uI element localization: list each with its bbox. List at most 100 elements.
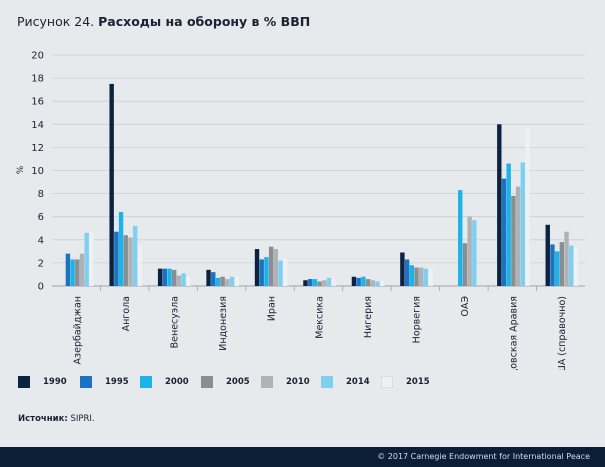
- bar: [506, 163, 511, 286]
- legend-swatch: [18, 376, 30, 388]
- bar: [550, 244, 555, 286]
- legend: 1990 1995 2000 2005 2010 2014 2015: [18, 376, 578, 392]
- legend-swatch: [140, 376, 152, 388]
- bar: [137, 245, 143, 286]
- bar: [264, 257, 269, 286]
- bar: [70, 259, 75, 286]
- bar: [118, 212, 124, 286]
- legend-label: 2010: [286, 377, 310, 387]
- bar: [278, 260, 283, 286]
- bar: [167, 268, 172, 286]
- bar: [128, 237, 133, 286]
- source-value: SIPRI.: [70, 414, 95, 424]
- source-note: Источник: SIPRI.: [18, 414, 95, 424]
- bar: [283, 258, 288, 286]
- bar: [206, 269, 211, 286]
- bar: [573, 247, 579, 286]
- legend-label: 1995: [105, 377, 129, 387]
- bar: [545, 224, 550, 286]
- category-label: Азербайджан: [72, 296, 83, 364]
- bar: [172, 269, 177, 286]
- legend-label: 1990: [43, 377, 67, 387]
- legend-swatch: [381, 376, 393, 388]
- bar: [414, 267, 419, 286]
- y-tick-label: 4: [38, 235, 44, 246]
- bar: [467, 216, 472, 286]
- y-tick-label: 20: [31, 51, 44, 62]
- category-label: Мексика: [315, 296, 326, 339]
- bar: [365, 279, 371, 286]
- title-prefix: Рисунок 24.: [17, 14, 95, 29]
- category-label: Индонезия: [218, 296, 229, 351]
- legend-swatch: [80, 376, 92, 388]
- bar: [234, 275, 239, 286]
- category-label: ОАЭ: [460, 296, 471, 317]
- bar: [375, 281, 380, 286]
- category-label: США (справочно): [557, 296, 568, 370]
- bar: [497, 124, 502, 286]
- bar: [220, 276, 225, 286]
- legend-swatch: [201, 376, 213, 388]
- bar: [520, 162, 525, 286]
- y-tick-label: 8: [38, 189, 44, 200]
- legend-swatch: [321, 376, 333, 388]
- bar: [559, 242, 565, 286]
- y-tick-label: 18: [31, 74, 44, 85]
- bar: [312, 279, 318, 286]
- category-label: Саудовская Аравия: [509, 296, 520, 370]
- bar: [186, 276, 191, 286]
- legend-item: 2005: [201, 376, 250, 388]
- y-tick-label: 16: [31, 97, 44, 108]
- legend-label: 2005: [226, 377, 250, 387]
- title-main: Расходы на оборону в % ВВП: [98, 14, 311, 29]
- y-tick-label: 6: [38, 212, 44, 223]
- bar: [511, 195, 516, 286]
- bar: [356, 277, 361, 286]
- bar: [370, 280, 375, 286]
- bar: [157, 268, 163, 286]
- bar: [273, 249, 279, 286]
- y-tick-label: 10: [31, 166, 44, 177]
- bar: [428, 268, 433, 286]
- legend-swatch: [261, 376, 273, 388]
- copyright-text: © 2017 Carnegie Endowment for Internatio…: [377, 452, 590, 461]
- bar: [458, 190, 463, 286]
- category-label: Норвегия: [412, 296, 423, 343]
- legend-label: 2014: [346, 377, 370, 387]
- bar: [462, 243, 468, 286]
- legend-item: 1995: [80, 376, 129, 388]
- y-tick-label: 2: [38, 258, 44, 269]
- bar: [259, 259, 264, 286]
- bar: [114, 231, 119, 286]
- bar: [211, 272, 216, 286]
- bar: [472, 220, 477, 286]
- category-label: Венесуэла: [169, 296, 180, 348]
- bar: [65, 253, 71, 286]
- bar: [79, 253, 85, 286]
- bar: [89, 232, 94, 286]
- legend-label: 2015: [406, 377, 430, 387]
- bar: [404, 259, 410, 286]
- bar: [181, 273, 186, 286]
- bar: [409, 265, 414, 286]
- bar: [423, 268, 429, 286]
- y-axis-label: %: [16, 165, 26, 174]
- category-label: Ангола: [121, 296, 132, 331]
- bar: [554, 251, 560, 286]
- bar: [569, 245, 574, 286]
- legend-item: 2014: [321, 376, 370, 388]
- footer-bar: © 2017 Carnegie Endowment for Internatio…: [0, 447, 605, 467]
- bar: [123, 235, 128, 286]
- y-tick-label: 14: [31, 120, 44, 131]
- bar: [268, 246, 274, 286]
- bar: [564, 231, 569, 286]
- category-label: Нигерия: [363, 296, 374, 338]
- bar: [84, 232, 89, 286]
- bar: [162, 268, 168, 286]
- bar: [322, 280, 327, 286]
- bar-chart: 0 2 4 6 8 10 12 14 16 18 20% Азербайджан Ангола Венес…: [16, 51, 585, 370]
- bar: [525, 127, 530, 286]
- bar: [400, 252, 405, 286]
- bar: [132, 225, 138, 286]
